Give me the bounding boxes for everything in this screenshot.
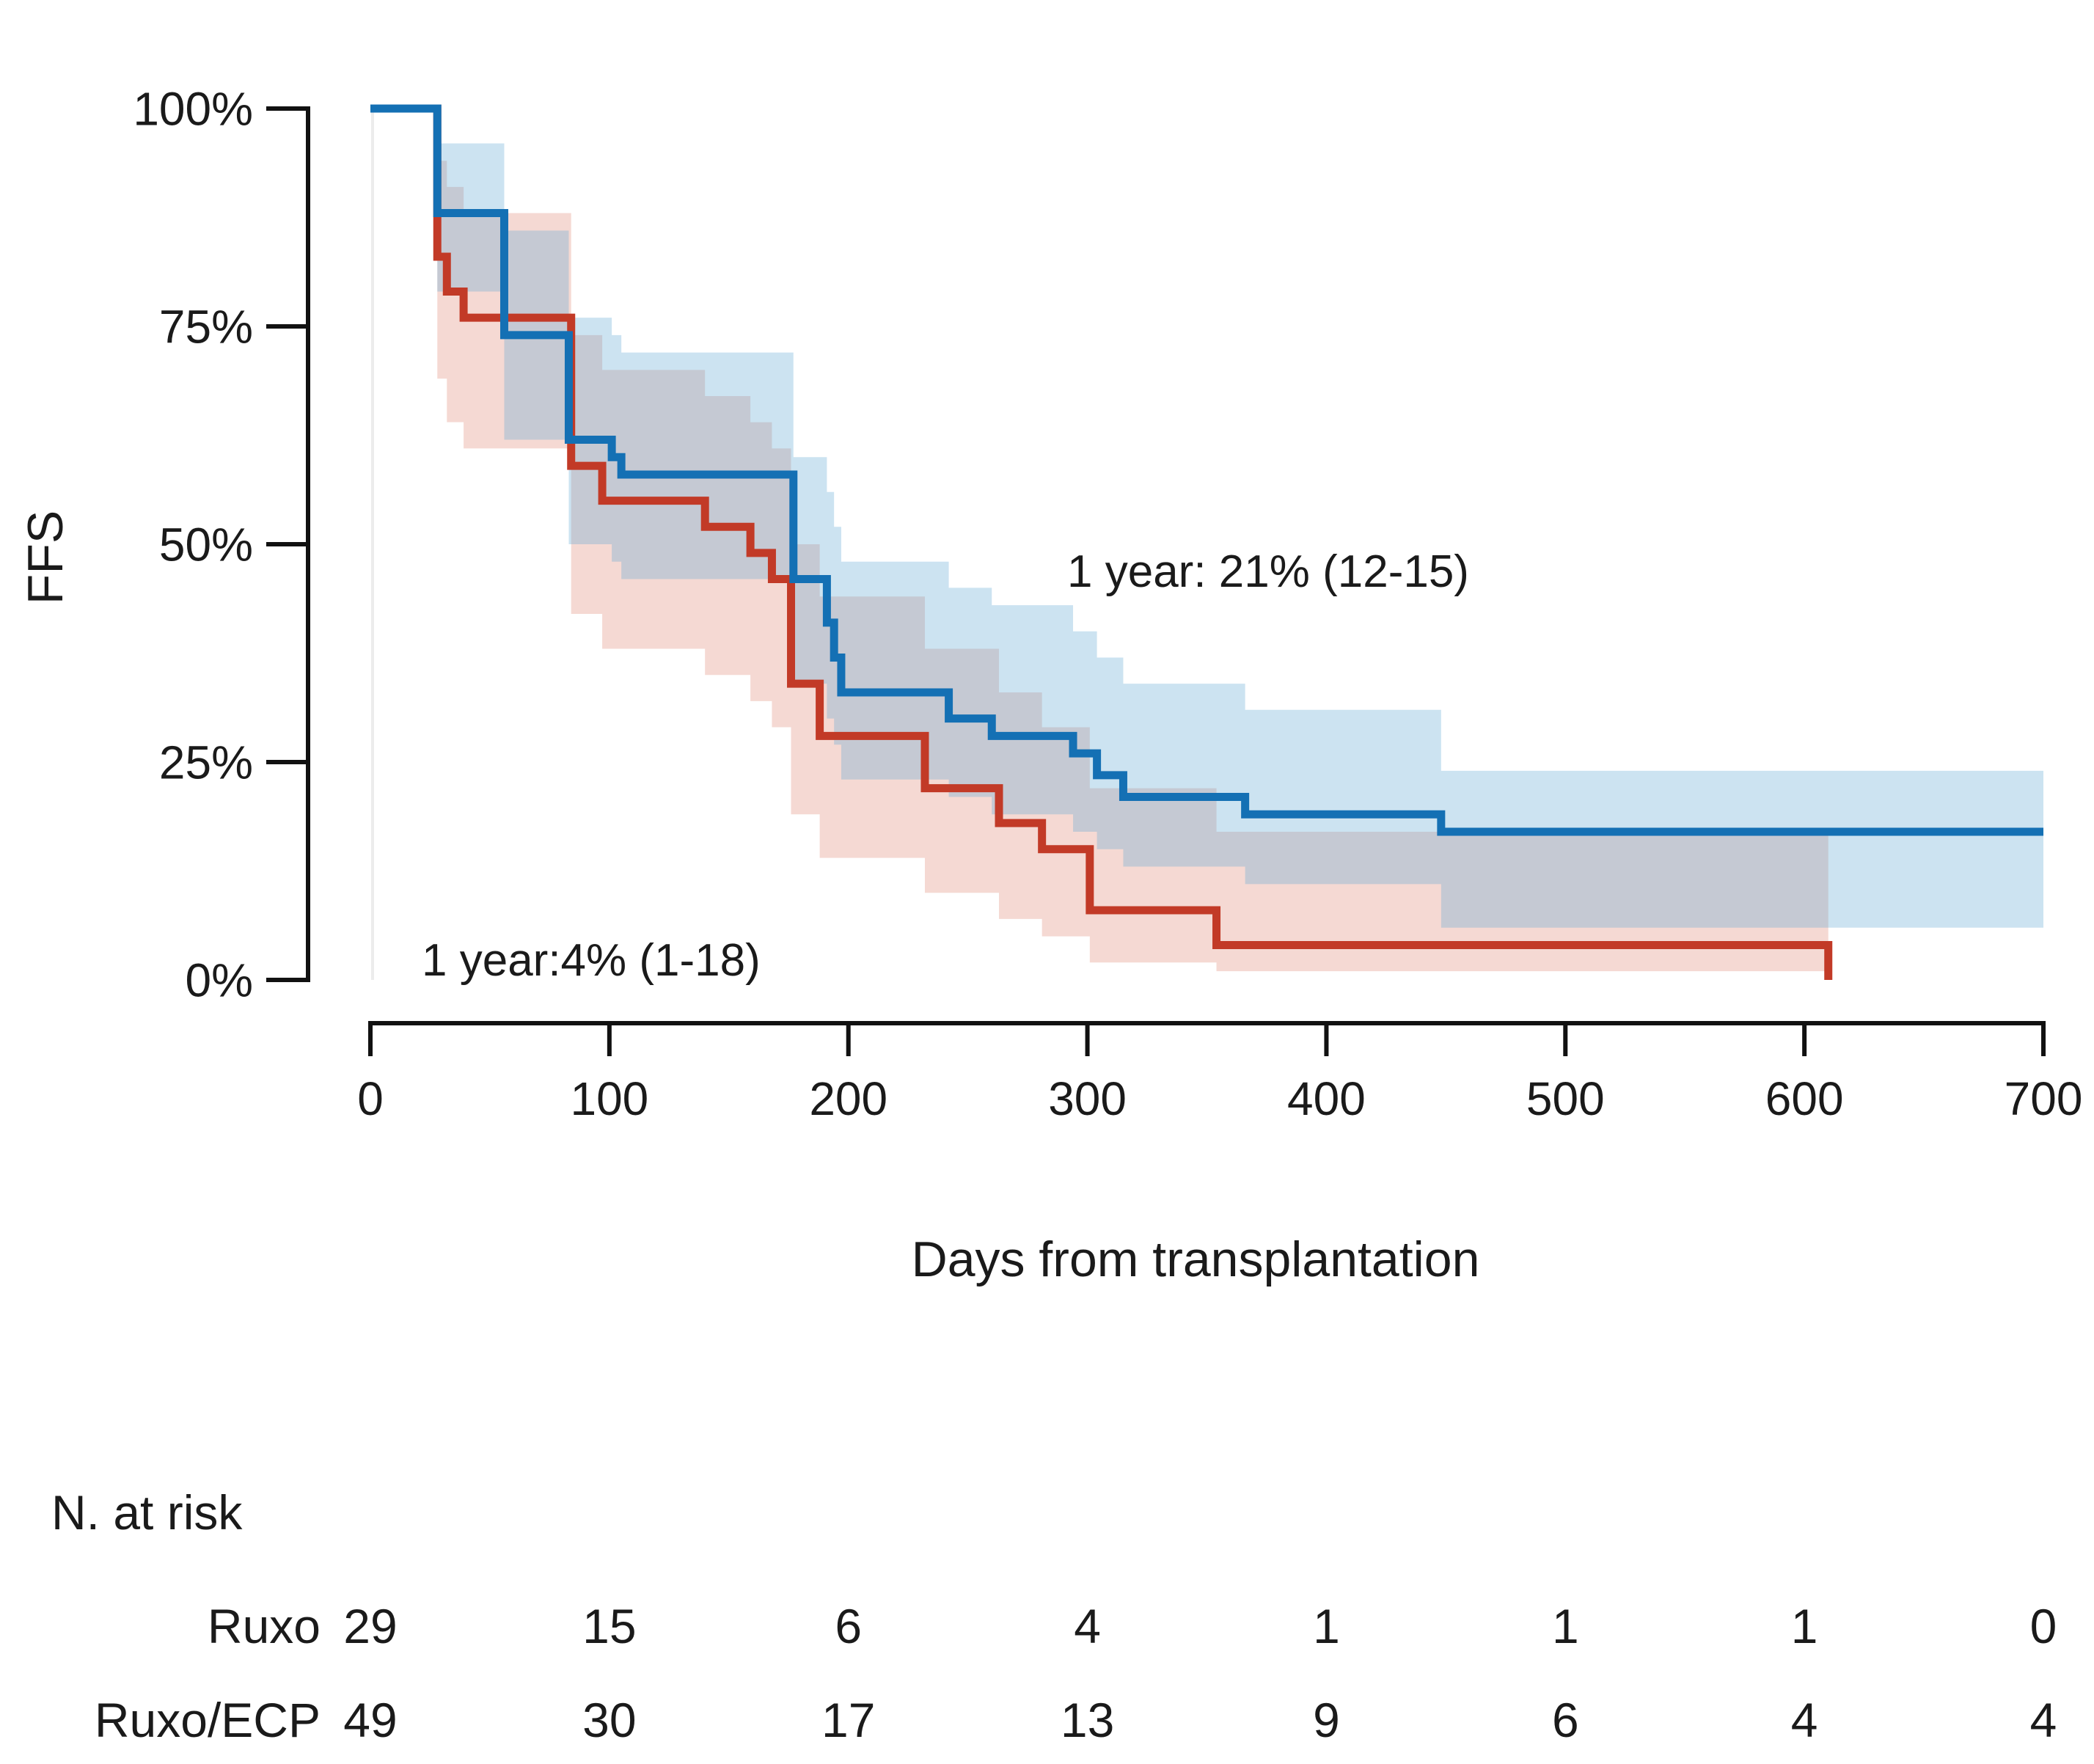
risk-table-rows: Ruxo 29 15 6 4 1 1 1 0 Ruxo/ECP 49 30 17 13 9 6 4 4 [95,1599,2057,1747]
risk-count: 6 [835,1599,862,1653]
annotation-ruxo-1year: 1 year:4% (1-18) [422,935,761,986]
risk-count: 49 [343,1693,397,1747]
risk-count: 4 [1074,1599,1101,1653]
risk-count: 1 [1552,1599,1579,1653]
survival-curves [370,104,2044,980]
survival-curve-ruxo [370,104,1833,980]
annotation-ruxo-ecp-1year: 1 year: 21% (12-15) [1067,546,1469,597]
x-tick-label: 500 [1526,1072,1605,1125]
risk-count: 4 [1791,1693,1818,1747]
y-tick-label: 50% [159,518,253,571]
risk-count: 1 [1791,1599,1818,1653]
risk-count: 30 [582,1693,636,1747]
ci-bands [370,109,2044,972]
risk-count: 1 [1313,1599,1340,1653]
risk-count: 0 [2030,1599,2057,1653]
x-tick-label: 600 [1765,1072,1844,1125]
x-axis-title: Days from transplantation [912,1231,1480,1287]
x-tick-label: 100 [570,1072,648,1125]
risk-row-label: Ruxo/ECP [95,1693,321,1747]
x-tick-label: 300 [1048,1072,1127,1125]
y-tick-label: 75% [159,300,253,353]
y-tick-label: 25% [159,736,253,788]
risk-count: 29 [343,1599,397,1653]
y-axis: 0% 25% 50% 75% 100% [133,82,310,1006]
y-tick-label: 0% [186,954,254,1006]
risk-count: 15 [582,1599,636,1653]
x-tick-label: 0 [357,1072,384,1125]
risk-row-label: Ruxo [208,1599,321,1653]
risk-count: 9 [1313,1693,1340,1747]
risk-count: 6 [1552,1693,1579,1747]
y-tick-label: 100% [133,82,253,135]
survival-curve-ruxo-ecp [370,104,2044,836]
risk-table-title: N. at risk [51,1485,243,1540]
risk-row-ruxo: Ruxo 29 15 6 4 1 1 1 0 [208,1599,2057,1653]
risk-count: 17 [821,1693,875,1747]
ci-band-ruxo [370,109,1828,972]
risk-count: 13 [1061,1693,1114,1747]
x-axis: 0 100 200 300 400 500 600 700 [357,1021,2083,1125]
y-axis-title: FFS [18,510,73,604]
risk-row-ruxo-ecp: Ruxo/ECP 49 30 17 13 9 6 4 4 [95,1693,2057,1747]
ci-band-ruxo-ecp [370,109,2044,928]
x-tick-label: 700 [2005,1072,2083,1125]
x-tick-label: 400 [1287,1072,1366,1125]
risk-count: 4 [2030,1693,2057,1747]
x-tick-label: 200 [809,1072,887,1125]
